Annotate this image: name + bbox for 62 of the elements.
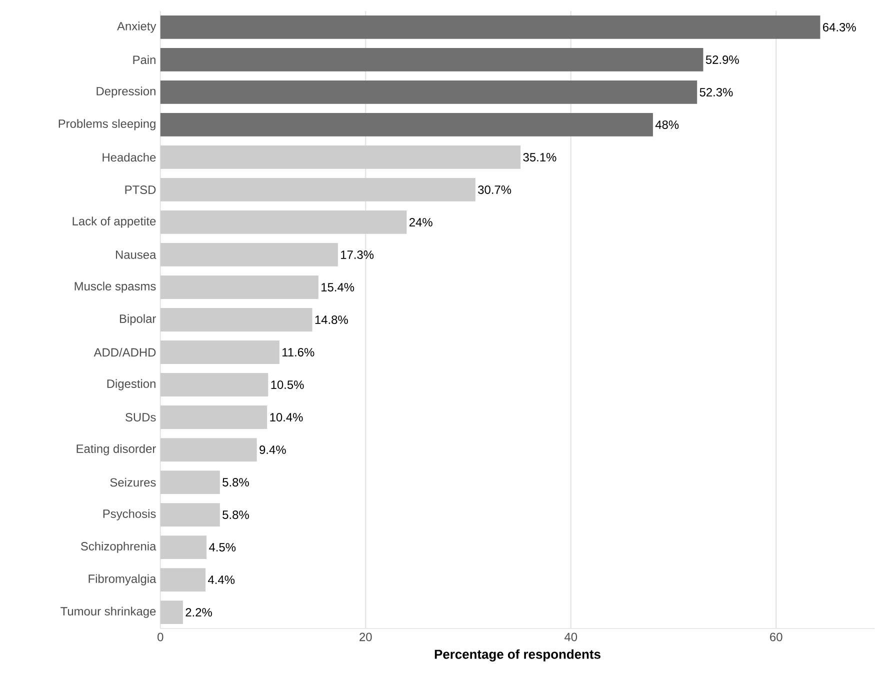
bar	[160, 112, 653, 136]
bar	[160, 48, 704, 72]
data-label: 10.4%	[270, 412, 303, 422]
data-label: 64.3%	[823, 22, 856, 32]
bar	[160, 600, 183, 624]
data-label: 15.4%	[322, 282, 354, 292]
y-tick-label: SUDs	[126, 412, 156, 422]
data-label: 48%	[655, 120, 679, 129]
bar	[160, 372, 268, 396]
y-tick-label: Tumour shrinkage	[60, 606, 156, 618]
y-tick-label: Headache	[102, 152, 156, 162]
data-label: 14.8%	[315, 315, 348, 324]
data-label: 30.7%	[478, 185, 512, 194]
bar	[160, 80, 698, 104]
data-label: 35.1%	[523, 152, 556, 162]
bar	[160, 340, 280, 364]
x-tick-label: 0	[158, 632, 164, 642]
data-label: 24%	[409, 218, 432, 226]
y-tick-label: Problems sleeping	[58, 118, 156, 130]
bar	[160, 178, 476, 202]
bar	[160, 308, 312, 332]
x-tick-label: 40	[564, 632, 578, 642]
data-label: 17.3%	[341, 250, 374, 259]
bar	[160, 535, 207, 559]
bar	[160, 242, 338, 266]
x-axis-title: Percentage of respondents	[434, 649, 600, 662]
y-tick-label: Fibromyalgia	[88, 574, 156, 586]
x-tick-label: 60	[770, 632, 782, 642]
y-tick-label: Schizophrenia	[80, 542, 156, 553]
bar	[160, 275, 318, 299]
y-tick-label: Depression	[96, 86, 156, 98]
y-tick-label: Digestion	[107, 379, 156, 390]
y-tick-label: Bipolar	[120, 314, 156, 326]
y-tick-label: Psychosis	[103, 509, 156, 520]
bar	[160, 405, 268, 429]
y-tick-label: Anxiety	[117, 21, 156, 33]
bar	[160, 438, 257, 462]
data-label: 52.3%	[700, 88, 733, 96]
bar	[160, 470, 220, 494]
data-label: 9.4%	[260, 445, 286, 454]
y-tick-label: PTSD	[125, 185, 156, 194]
bar	[160, 502, 220, 526]
x-tick-label: 20	[360, 632, 372, 642]
y-tick-label: Muscle spasms	[74, 281, 156, 293]
bar	[160, 145, 521, 169]
bar	[160, 15, 820, 39]
data-label: 52.9%	[706, 55, 739, 64]
y-tick-label: Seizures	[110, 478, 156, 486]
bar	[160, 568, 206, 592]
data-label: 5.8%	[222, 510, 249, 519]
data-label: 10.5%	[271, 380, 304, 389]
data-label: 4.5%	[209, 542, 236, 552]
bar	[160, 210, 407, 234]
y-tick-label: Lack of appetite	[72, 216, 156, 228]
y-tick-label: Pain	[133, 55, 156, 64]
data-label: 2.2%	[186, 608, 212, 616]
y-tick-label: ADD/ADHD	[94, 348, 156, 356]
data-label: 11.6%	[282, 348, 314, 356]
y-tick-label: Nausea	[116, 250, 156, 259]
data-label: 5.8%	[222, 478, 249, 486]
data-label: 4.4%	[208, 575, 235, 584]
y-tick-label: Eating disorder	[76, 444, 156, 456]
